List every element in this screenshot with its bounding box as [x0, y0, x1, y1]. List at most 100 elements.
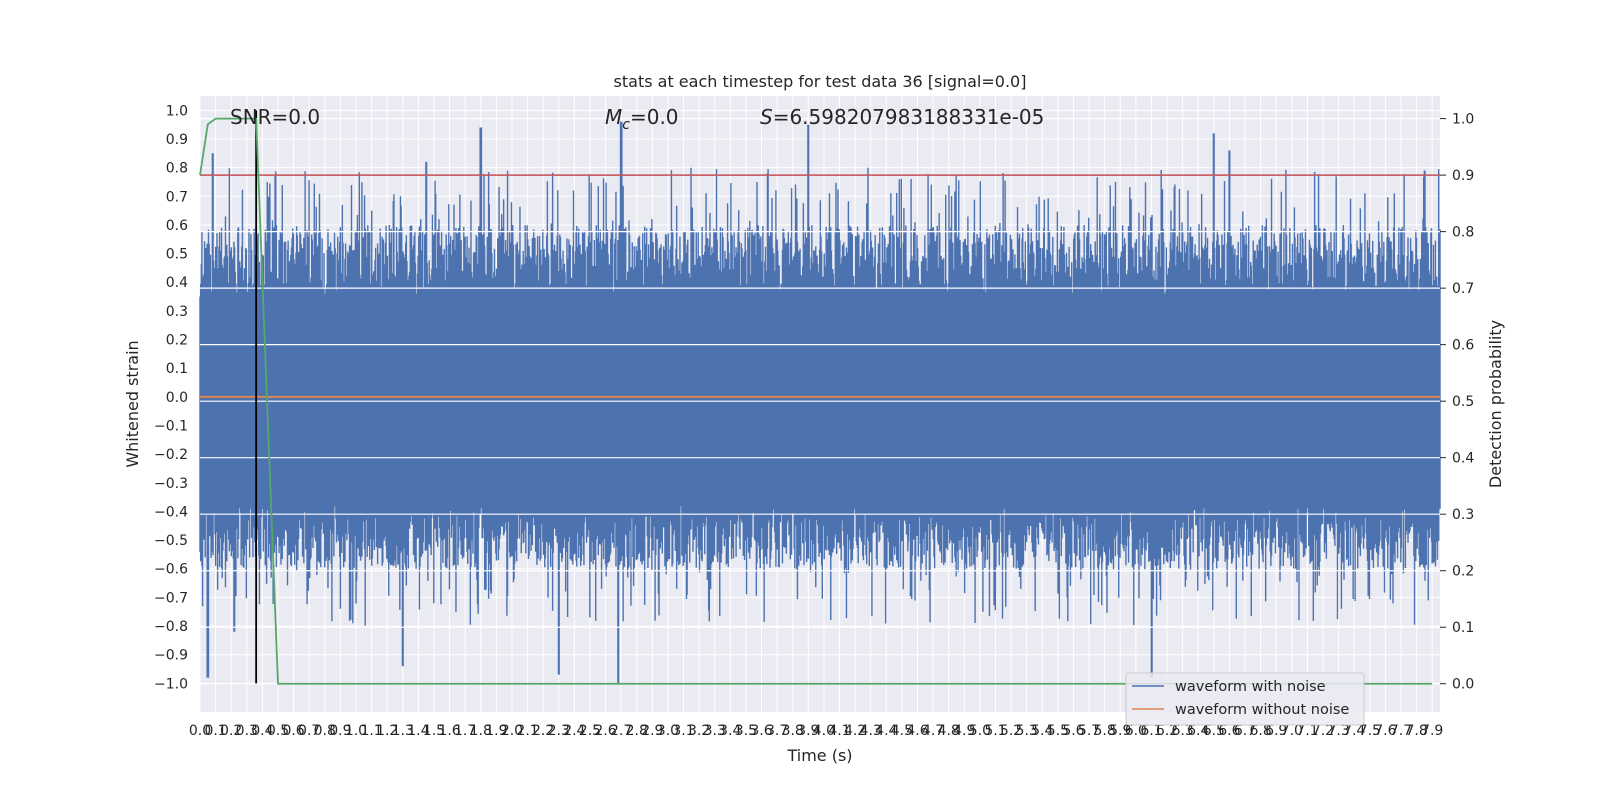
- x-tick-label: 3.0: [657, 723, 679, 739]
- y2-tick-label: 0.0: [1452, 677, 1474, 693]
- x-tick-label: 0.9: [329, 723, 351, 739]
- snr-annotation: SNR=0.0: [230, 105, 320, 129]
- x-tick-label: 1.7: [454, 723, 476, 739]
- x-tick-label: 4.8: [938, 723, 960, 739]
- x-tick-label: 1.1: [360, 723, 382, 739]
- x-tick-label: 1.6: [438, 723, 460, 739]
- mc-value: =0.0: [630, 105, 679, 129]
- x-tick-label: 1.5: [423, 723, 445, 739]
- x-tick-label: 5.3: [1016, 723, 1038, 739]
- x-tick-label: 0.1: [204, 723, 226, 739]
- x-tick-label: 0.8: [314, 723, 336, 739]
- x-tick-label: 5.8: [1094, 723, 1116, 739]
- x-tick-label: 2.0: [501, 723, 523, 739]
- line-series: [199, 110, 1440, 685]
- x-tick-label: 4.4: [875, 723, 897, 739]
- y-tick-label: −0.9: [154, 648, 188, 664]
- x-tick-label: 2.7: [610, 723, 632, 739]
- legend: waveform with noise waveform without noi…: [1125, 672, 1365, 726]
- x-tick-label: 7.6: [1374, 723, 1396, 739]
- x-tick-label: 6.4: [1187, 723, 1209, 739]
- y-tick-label: 0.5: [166, 247, 188, 263]
- legend-box: [1125, 672, 1365, 726]
- x-tick-label: 3.3: [704, 723, 726, 739]
- x-tick-label: 0.6: [282, 723, 304, 739]
- x-tick-label: 4.1: [828, 723, 850, 739]
- x-tick-label: 6.2: [1156, 723, 1178, 739]
- x-tick-label: 5.5: [1047, 723, 1069, 739]
- x-tick-label: 1.8: [470, 723, 492, 739]
- x-tick-label: 3.8: [782, 723, 804, 739]
- y-tick-label: 0.1: [166, 361, 188, 377]
- y-tick-label: −0.5: [154, 533, 188, 549]
- x-tick-label: 7.2: [1312, 723, 1334, 739]
- x-tick-label: 5.9: [1109, 723, 1131, 739]
- x-tick-label: 0.7: [298, 723, 320, 739]
- x-tick-label: 0.5: [267, 723, 289, 739]
- detection-probability-line: [199, 117, 1433, 685]
- x-tick-label: 5.4: [1031, 723, 1053, 739]
- x-tick-label: 3.4: [719, 723, 741, 739]
- x-tick-label: 1.9: [485, 723, 507, 739]
- y-tick-label: −0.4: [154, 504, 188, 520]
- y2-tick-label: 0.2: [1452, 564, 1474, 580]
- y-tick-label: 1.0: [166, 103, 188, 119]
- x-tick-label: 5.1: [984, 723, 1006, 739]
- y2-tick-label: 0.1: [1452, 620, 1474, 636]
- x-tick-label: 2.2: [532, 723, 554, 739]
- x-tick-label: 7.8: [1405, 723, 1427, 739]
- x-tick-label: 4.9: [953, 723, 975, 739]
- x-tick-label: 6.9: [1265, 723, 1287, 739]
- y-tick-label: −0.8: [154, 619, 188, 635]
- y2-tick-label: 0.7: [1452, 281, 1474, 297]
- chart-title: stats at each timestep for test data 36 …: [614, 72, 1027, 91]
- x-tick-label: 3.1: [672, 723, 694, 739]
- x-tick-label: 0.0: [189, 723, 211, 739]
- y-tick-label: 0.7: [166, 189, 188, 205]
- y2-tick-label: 0.4: [1452, 451, 1474, 467]
- y-tick-label: 0.3: [166, 304, 188, 320]
- y-tick-label: 0.2: [166, 333, 188, 349]
- y-tick-label: −0.3: [154, 476, 188, 492]
- y2-tick-label: 0.3: [1452, 507, 1474, 523]
- x-tick-label: 3.7: [766, 723, 788, 739]
- s-symbol: S: [760, 105, 773, 129]
- x-tick-label: 5.0: [969, 723, 991, 739]
- y-tick-label: 0.8: [166, 161, 188, 177]
- x-tick-label: 2.3: [548, 723, 570, 739]
- x-tick-label: 7.9: [1421, 723, 1443, 739]
- x-tick-label: 6.7: [1234, 723, 1256, 739]
- x-tick-labels: 0.00.10.20.30.40.50.60.70.80.91.01.11.21…: [189, 723, 1443, 739]
- legend-label-noise: waveform with noise: [1175, 679, 1326, 695]
- x-tick-label: 2.8: [626, 723, 648, 739]
- x-tick-label: 5.7: [1078, 723, 1100, 739]
- x-tick-label: 6.8: [1249, 723, 1271, 739]
- mc-subscript: c: [622, 117, 630, 133]
- x-tick-label: 4.6: [906, 723, 928, 739]
- x-tick-label: 2.1: [516, 723, 538, 739]
- x-tick-label: 6.0: [1125, 723, 1147, 739]
- x-tick-label: 6.5: [1203, 723, 1225, 739]
- x-tick-label: 1.3: [392, 723, 414, 739]
- x-tick-label: 4.7: [922, 723, 944, 739]
- y-tick-labels: 1.0 0.9 0.8 0.7 0.6 0.5 0.4 0.3 0.2 0.1 0.0 −0.1 −0.…: [154, 103, 188, 692]
- x-tick-label: 3.6: [750, 723, 772, 739]
- x-tick-label: 7.1: [1296, 723, 1318, 739]
- chirp-mass-annotation: Mc=0.0: [605, 105, 679, 133]
- y-tick-label: −0.6: [154, 562, 188, 578]
- x-tick-label: 3.5: [735, 723, 757, 739]
- x-tick-label: 4.5: [891, 723, 913, 739]
- noise-core-band: [200, 293, 1440, 503]
- x-tick-label: 1.0: [345, 723, 367, 739]
- x-tick-label: 2.5: [579, 723, 601, 739]
- y2-axis-label: Detection probability: [1486, 320, 1505, 488]
- y-tick-label: −1.0: [154, 676, 188, 692]
- x-tick-label: 1.4: [407, 723, 429, 739]
- x-tick-label: 7.3: [1327, 723, 1349, 739]
- y2-tick-labels: 1.0 0.9 0.8 0.7 0.6 0.5 0.4 0.3 0.2 0.1 0.0: [1440, 112, 1474, 693]
- x-tick-label: 7.0: [1281, 723, 1303, 739]
- x-tick-label: 3.2: [688, 723, 710, 739]
- y-tick-label: 0.9: [166, 132, 188, 148]
- x-tick-label: 4.0: [813, 723, 835, 739]
- y-tick-label: −0.1: [154, 418, 188, 434]
